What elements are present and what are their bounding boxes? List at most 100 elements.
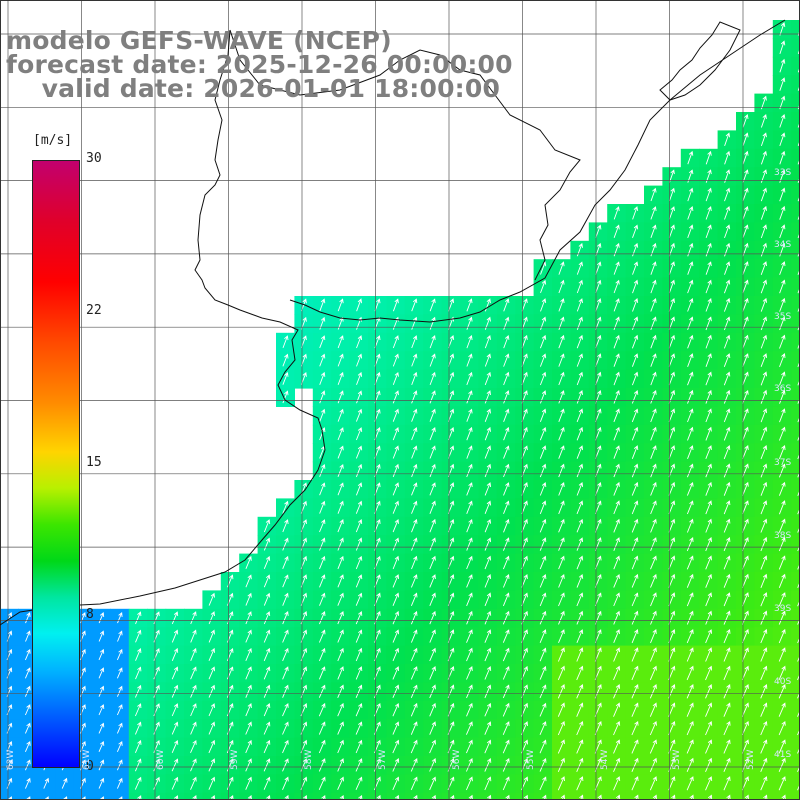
wind-arrow bbox=[779, 114, 786, 128]
wind-arrow bbox=[650, 316, 657, 331]
wind-arrow bbox=[319, 371, 326, 385]
wind-arrow bbox=[429, 629, 436, 643]
wind-arrow bbox=[229, 795, 234, 800]
wind-arrow bbox=[392, 482, 399, 496]
wind-speed-cell bbox=[515, 792, 535, 800]
wind-arrow bbox=[282, 353, 289, 367]
wind-arrow bbox=[631, 555, 639, 570]
wind-arrow bbox=[668, 334, 676, 349]
wind-speed-cell bbox=[441, 792, 461, 800]
wind-arrow bbox=[558, 279, 565, 294]
wind-arrow bbox=[392, 427, 399, 441]
wind-arrow bbox=[319, 592, 326, 606]
lon-label: 60W bbox=[156, 749, 166, 770]
wind-arrow bbox=[705, 481, 712, 496]
wind-speed-cell bbox=[791, 535, 800, 555]
wind-arrow bbox=[263, 721, 271, 735]
wind-arrow bbox=[579, 794, 584, 800]
wind-arrow bbox=[778, 610, 786, 625]
wind-arrow bbox=[319, 537, 326, 551]
wind-arrow bbox=[797, 79, 800, 91]
wind-arrow bbox=[707, 794, 713, 800]
wind-speed-cell bbox=[55, 792, 75, 800]
wind-arrow bbox=[539, 721, 547, 735]
wind-arrow bbox=[24, 740, 31, 752]
wind-arrow bbox=[558, 574, 565, 588]
wind-arrow bbox=[282, 666, 289, 680]
wind-arrow bbox=[539, 665, 547, 680]
wind-arrow bbox=[321, 794, 326, 800]
wind-arrow bbox=[337, 555, 344, 570]
wind-arrow bbox=[282, 519, 289, 533]
wind-arrow bbox=[779, 224, 786, 239]
wind-arrow bbox=[466, 610, 473, 625]
wind-arrow bbox=[778, 739, 786, 754]
wind-arrow bbox=[466, 316, 473, 330]
wind-arrow bbox=[263, 555, 271, 569]
wind-speed-cell bbox=[791, 130, 800, 150]
wind-arrow bbox=[558, 298, 565, 312]
wind-arrow bbox=[539, 757, 547, 772]
wind-arrow bbox=[576, 334, 583, 349]
wind-arrow bbox=[686, 684, 694, 699]
wind-arrow bbox=[686, 500, 694, 515]
wind-arrow bbox=[668, 371, 676, 386]
wind-arrow bbox=[779, 408, 786, 423]
wind-arrow bbox=[613, 757, 621, 772]
wind-arrow bbox=[411, 316, 418, 330]
wind-speed-cell bbox=[791, 277, 800, 297]
wind-arrow bbox=[797, 742, 800, 754]
wind-arrow bbox=[576, 555, 584, 570]
wind-arrow bbox=[760, 463, 768, 478]
wind-arrow bbox=[686, 573, 694, 588]
wind-arrow bbox=[208, 629, 215, 643]
wind-arrow bbox=[723, 371, 731, 386]
wind-arrow bbox=[282, 739, 289, 754]
wind-speed-cell bbox=[404, 792, 424, 800]
wind-arrow bbox=[797, 282, 800, 294]
wind-arrow bbox=[797, 337, 800, 349]
wind-arrow bbox=[705, 776, 713, 791]
wind-arrow bbox=[539, 629, 547, 643]
wind-arrow bbox=[539, 518, 547, 533]
lat-label: 36S bbox=[774, 384, 792, 394]
wind-arrow bbox=[502, 647, 510, 662]
wind-arrow bbox=[557, 776, 565, 791]
wind-arrow bbox=[668, 224, 675, 239]
wind-speed-cell bbox=[791, 590, 800, 610]
wind-arrow bbox=[631, 371, 639, 386]
wind-arrow bbox=[171, 666, 179, 680]
wind-arrow bbox=[742, 555, 749, 570]
wind-arrow bbox=[797, 135, 800, 147]
wind-arrow bbox=[778, 684, 786, 699]
wind-arrow bbox=[705, 463, 712, 478]
wind-arrow bbox=[742, 334, 749, 349]
wind-arrow bbox=[466, 555, 473, 570]
lon-label: 52W bbox=[746, 749, 756, 770]
wind-arrow bbox=[705, 150, 712, 165]
wind-arrow bbox=[631, 610, 639, 625]
wind-arrow bbox=[503, 408, 510, 422]
wind-arrow bbox=[484, 316, 491, 330]
wind-arrow bbox=[650, 445, 657, 459]
wind-arrow bbox=[778, 573, 786, 588]
wind-arrow bbox=[410, 758, 418, 772]
wind-arrow bbox=[190, 684, 197, 698]
wind-arrow bbox=[503, 463, 510, 478]
wind-arrow bbox=[613, 702, 621, 717]
wind-arrow bbox=[337, 647, 344, 662]
wind-arrow bbox=[631, 739, 639, 754]
wind-arrow bbox=[413, 794, 418, 800]
wind-arrow bbox=[135, 648, 142, 661]
wind-arrow bbox=[723, 702, 731, 717]
wind-arrow bbox=[319, 390, 326, 404]
wind-arrow bbox=[116, 685, 123, 697]
wind-arrow bbox=[613, 224, 620, 238]
wind-arrow bbox=[484, 574, 492, 588]
wind-arrow bbox=[705, 298, 712, 312]
wind-arrow bbox=[25, 612, 31, 624]
wind-arrow bbox=[466, 335, 473, 349]
wind-arrow bbox=[245, 629, 252, 643]
wind-arrow bbox=[797, 503, 800, 515]
wind-arrow bbox=[797, 116, 800, 128]
